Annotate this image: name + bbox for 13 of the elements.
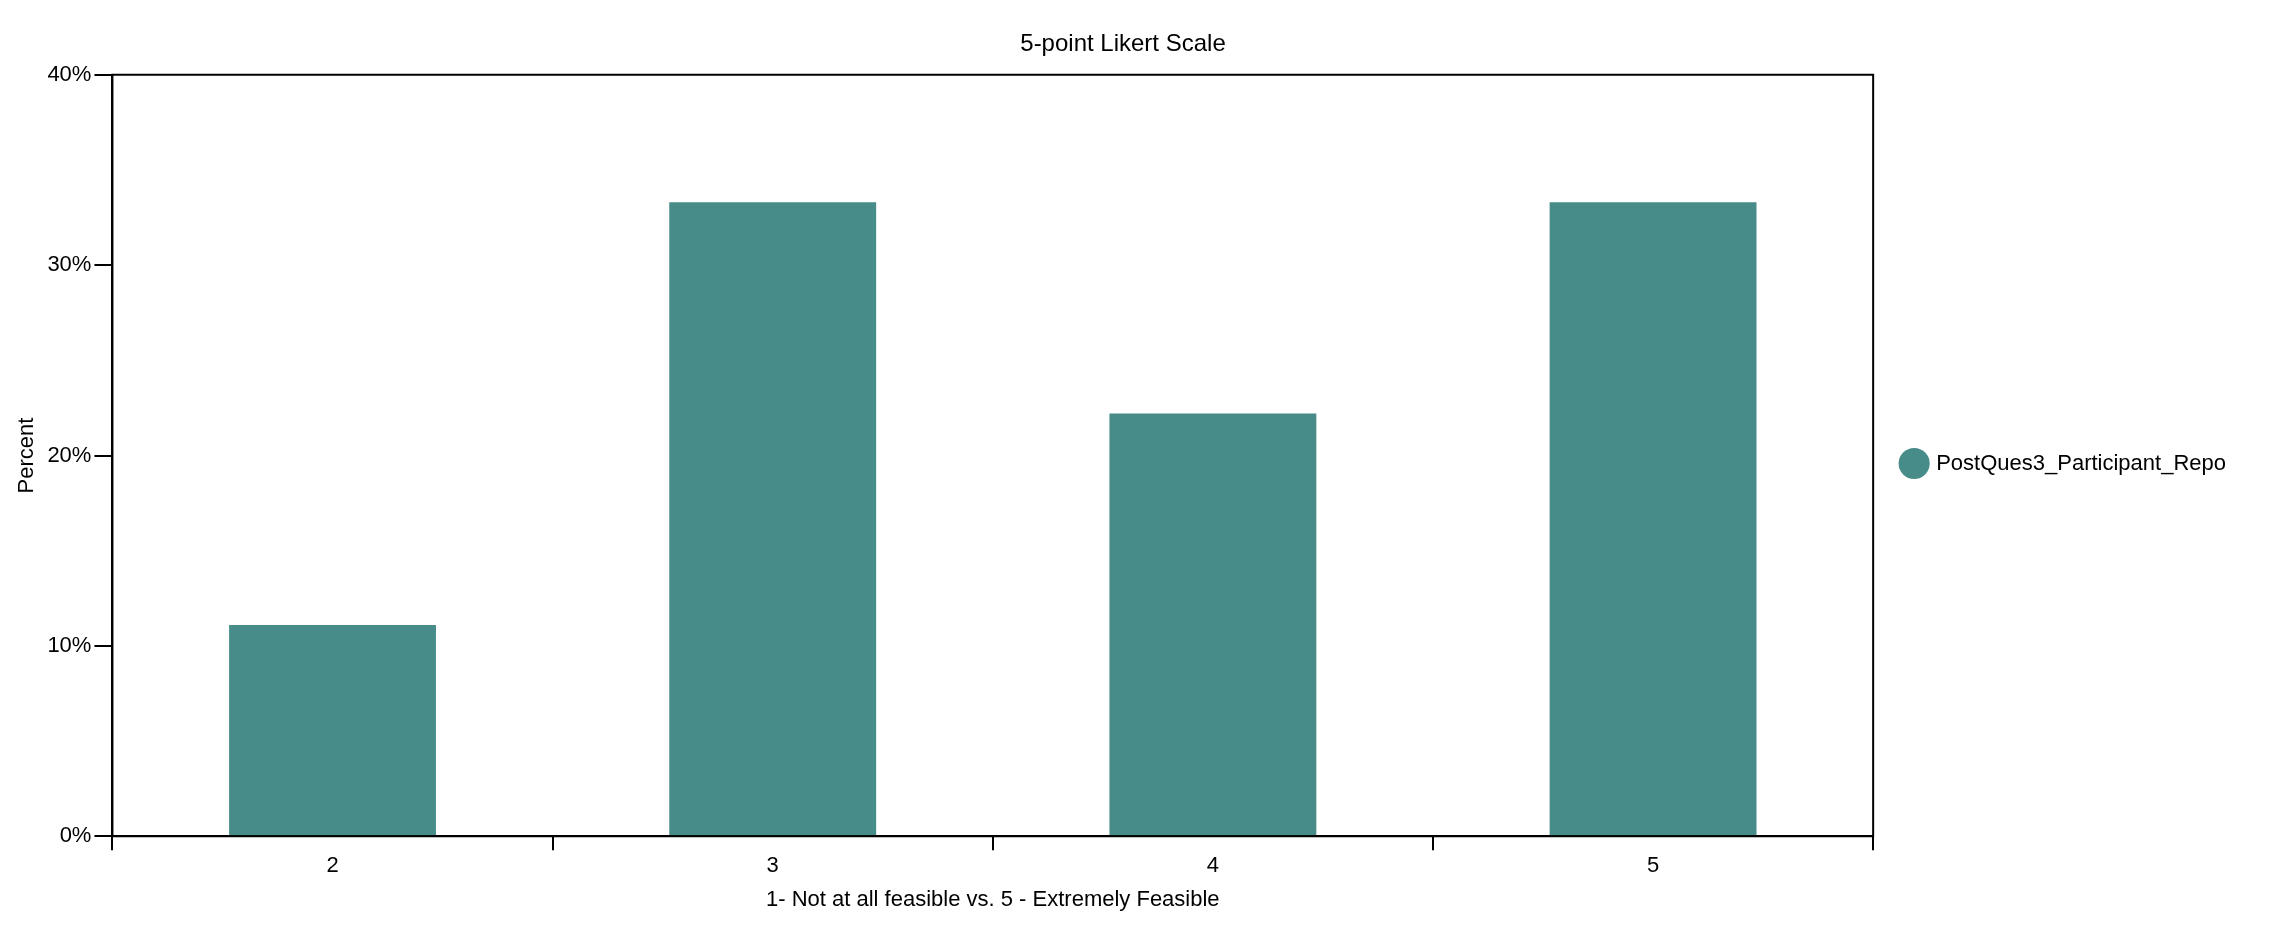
y-tick-label: 20% (47, 441, 92, 467)
y-tick-label: 30% (47, 251, 92, 277)
x-tick-label: 5 (1646, 852, 1660, 878)
legend-label: PostQues3_Participant_Repo (1936, 449, 2227, 475)
x-tick-label: 4 (1206, 852, 1220, 878)
x-tick-label: 3 (766, 852, 779, 878)
y-tick-label: 10% (47, 631, 92, 657)
y-axis-title: Percent (13, 417, 39, 494)
y-tick-label: 0% (59, 822, 92, 848)
x-axis-title: 1- Not at all feasible vs. 5 - Extremely Feasible (765, 885, 1220, 911)
x-tick-label: 2 (326, 852, 339, 878)
chart-title: 5-point Likert Scale (1020, 29, 1226, 57)
y-tick-label: 40% (47, 60, 92, 86)
